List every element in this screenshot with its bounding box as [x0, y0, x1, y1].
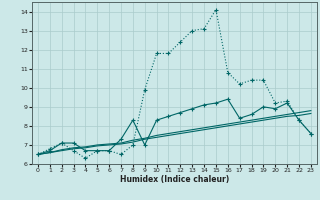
X-axis label: Humidex (Indice chaleur): Humidex (Indice chaleur): [120, 175, 229, 184]
